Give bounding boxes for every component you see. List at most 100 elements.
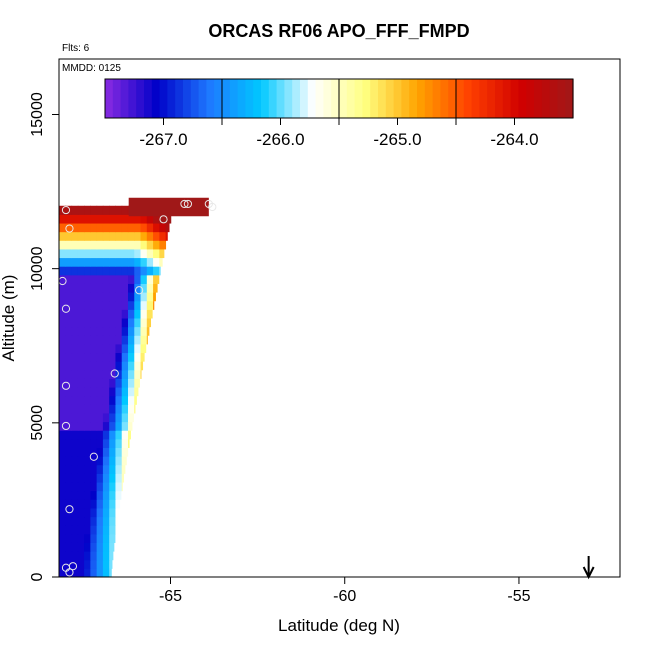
colorbar-swatch: [495, 79, 504, 118]
heatmap-cell: [65, 456, 73, 466]
heatmap-cell: [84, 326, 91, 336]
heatmap-cell: [134, 378, 140, 388]
heatmap-cell: [65, 369, 73, 379]
heatmap-cell: [59, 430, 66, 440]
observation-point: [65, 568, 74, 577]
heatmap-cell: [127, 257, 135, 267]
heatmap-cell: [84, 482, 91, 492]
heatmap-cell: [77, 335, 85, 345]
heatmap-cell: [84, 223, 91, 233]
heatmap-cell: [153, 214, 160, 224]
heatmap-cell: [121, 343, 129, 354]
heatmap-cell: [102, 559, 110, 569]
heatmap-cell: [65, 568, 73, 578]
heatmap-cell: [153, 283, 158, 293]
heatmap-cell: [96, 568, 104, 578]
colorbar-swatch: [362, 79, 371, 118]
heatmap-cell: [96, 283, 104, 293]
heatmap-cell: [140, 223, 148, 233]
heatmap-cell: [90, 300, 98, 310]
heatmap-cell: [109, 300, 116, 310]
heatmap-cell: [140, 369, 142, 379]
y-axis-label: Altitude (m): [0, 275, 18, 362]
heatmap-cell: [121, 387, 129, 397]
heatmap-cell: [115, 473, 123, 483]
heatmap-cell: [140, 292, 148, 302]
heatmap-cell: [127, 378, 135, 388]
heatmap-cell: [115, 352, 123, 362]
heatmap-cell: [102, 507, 110, 518]
heatmap-cell: [65, 421, 73, 431]
colorbar-swatch: [292, 79, 301, 118]
heatmap-cell: [153, 300, 155, 310]
heatmap-cell: [127, 343, 135, 354]
heatmap-cell: [140, 266, 148, 276]
heatmap-cell: [59, 326, 66, 336]
colorbar-swatch: [261, 79, 270, 118]
heatmap-cell: [96, 533, 104, 543]
heatmap-cell: [102, 309, 110, 319]
heatmap-cell: [109, 490, 116, 500]
heatmap-cell: [77, 559, 85, 569]
heatmap-cell: [71, 387, 79, 397]
heatmap-cell: [127, 369, 135, 379]
heatmap-cell: [84, 292, 91, 302]
heatmap-cell: [134, 248, 142, 259]
heatmap-cell: [115, 516, 118, 526]
heatmap-cell: [59, 240, 66, 250]
heatmap-cell: [96, 456, 104, 466]
heatmap-cell: [71, 464, 79, 474]
heatmap-cell: [146, 292, 154, 302]
heatmap-cell: [65, 352, 73, 362]
heatmap-cell: [109, 248, 116, 259]
heatmap-cell: [102, 525, 110, 535]
heatmap-cell: [77, 421, 85, 431]
chart-title: ORCAS RF06 APO_FFF_FMPD: [208, 21, 469, 41]
heatmap-cell: [77, 412, 85, 423]
colorbar-swatch: [206, 79, 215, 118]
heatmap-cell: [59, 412, 66, 423]
heatmap-cell: [140, 309, 148, 319]
heatmap-cell: [109, 343, 116, 354]
heatmap-cell: [96, 292, 104, 302]
heatmap-cell: [90, 223, 98, 233]
heatmap-cell: [77, 387, 85, 397]
heatmap-cell: [121, 257, 129, 267]
heatmap-cell: [109, 456, 116, 466]
observation-point: [135, 286, 144, 295]
heatmap-cell: [71, 378, 79, 388]
heatmap-cell: [90, 412, 98, 423]
heatmap-cell: [102, 378, 110, 388]
heatmap-cell: [59, 248, 66, 259]
heatmap-cell: [71, 326, 79, 336]
heatmap-cell: [77, 525, 85, 535]
colorbar-swatch: [136, 79, 145, 118]
heatmap-cell: [59, 507, 66, 518]
heatmap-cell: [77, 430, 85, 440]
heatmap-cell: [109, 335, 116, 345]
heatmap-cell: [77, 205, 85, 215]
heatmap-cell: [65, 533, 73, 543]
heatmap-cell: [153, 292, 156, 302]
heatmap-cell: [109, 283, 116, 293]
heatmap-cell: [109, 568, 112, 578]
heatmap-cell: [109, 231, 116, 241]
heatmap-cell: [96, 352, 104, 362]
heatmap-cell: [84, 240, 91, 250]
heatmap-cell: [84, 430, 91, 440]
heatmap-cell: [59, 214, 66, 224]
heatmap-cell: [102, 533, 110, 543]
heatmap-cell: [90, 559, 98, 569]
heatmap-cell: [77, 404, 85, 414]
heatmap-cell: [109, 473, 116, 483]
heatmap-cell: [65, 464, 73, 474]
heatmap-cell: [109, 369, 116, 379]
heatmap-cell: [77, 318, 85, 328]
heatmap-cell: [71, 369, 79, 379]
heatmap-cell: [65, 335, 73, 345]
heatmap-cell: [102, 473, 110, 483]
heatmap-cell: [115, 257, 123, 267]
observation-point: [208, 202, 217, 212]
heatmap-cell: [109, 533, 116, 543]
heatmap-cell: [109, 309, 116, 319]
